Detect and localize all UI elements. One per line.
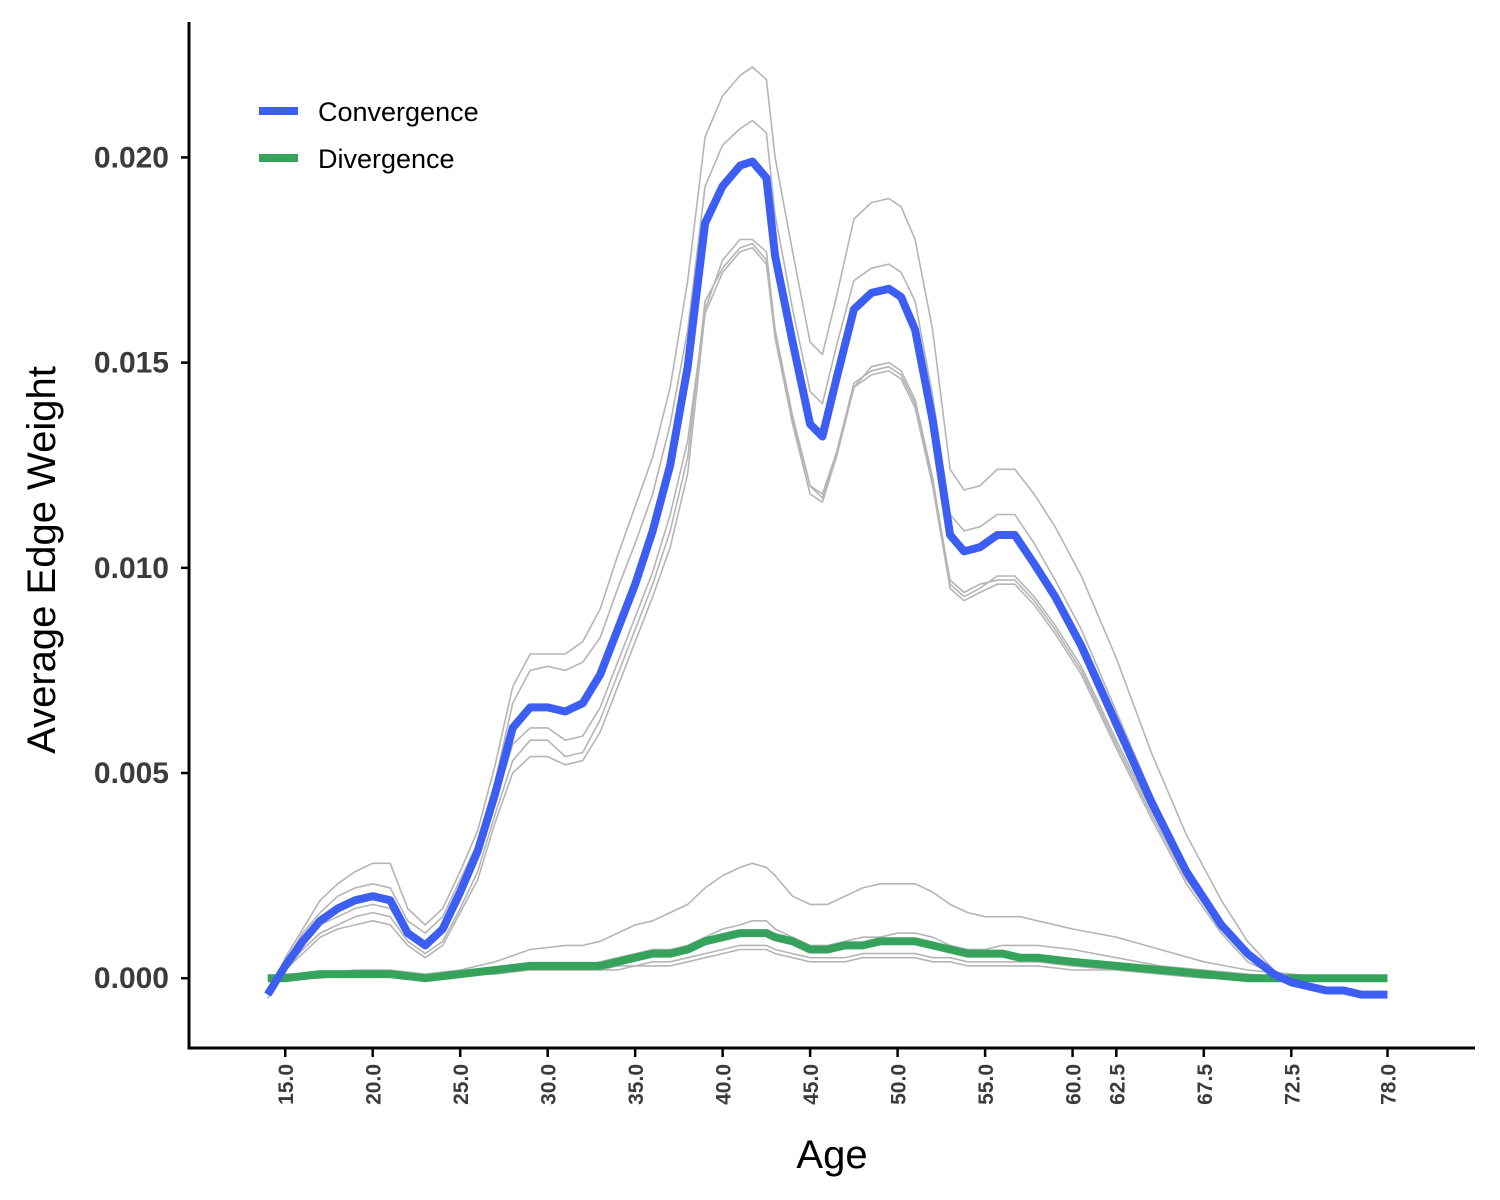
background-series-line	[266, 66, 1388, 1000]
x-axis-title: Age	[796, 1133, 867, 1177]
series-lines	[264, 157, 1388, 999]
background-series-line	[267, 238, 1388, 996]
background-series-line	[267, 862, 1388, 979]
background-series-line	[266, 119, 1388, 996]
x-tick-label: 78.0	[1378, 1064, 1401, 1105]
x-tick-label: 20.0	[363, 1064, 386, 1105]
x-ticks: 15.0 20.0 25.0 30.0 35.0 40.0 45.0 50.0 55.0 60.0…	[275, 1048, 1401, 1105]
x-tick-label: 60.0	[1063, 1064, 1086, 1105]
y-ticks: 0.000 0.005 0.010 0.015 0.020	[94, 141, 189, 995]
x-tick-label: 40.0	[713, 1064, 736, 1105]
background-series-line	[267, 948, 1388, 979]
axes: 0.000 0.005 0.010 0.015 0.020 15.0 20.0 25.0 30…	[94, 22, 1475, 1105]
y-tick-label: 0.005	[94, 757, 169, 790]
x-tick-label: 15.0	[275, 1064, 298, 1105]
x-tick-label: 35.0	[625, 1064, 648, 1105]
divergence-series-line	[267, 929, 1388, 983]
convergence-series-line	[264, 157, 1388, 999]
y-tick-label: 0.000	[94, 962, 169, 995]
x-tick-label: 30.0	[538, 1064, 561, 1105]
x-tick-label: 45.0	[800, 1064, 823, 1105]
y-tick-label: 0.020	[94, 141, 169, 174]
x-tick-label: 50.0	[888, 1064, 911, 1105]
x-tick-label: 25.0	[450, 1064, 473, 1105]
x-tick-label: 67.5	[1194, 1064, 1217, 1105]
y-tick-label: 0.015	[94, 347, 169, 380]
x-tick-label: 62.5	[1106, 1064, 1129, 1105]
legend-label: Convergence	[318, 97, 479, 127]
y-axis-title: Average Edge Weight	[20, 366, 64, 754]
legend-label: Divergence	[318, 144, 455, 174]
x-tick-label: 55.0	[975, 1064, 998, 1105]
background-lines	[266, 66, 1388, 1000]
y-tick-label: 0.010	[94, 552, 169, 585]
background-series-line	[267, 242, 1388, 996]
background-series-line	[267, 246, 1388, 996]
x-tick-label: 72.5	[1281, 1064, 1304, 1105]
legend: Convergence Divergence	[259, 97, 479, 174]
